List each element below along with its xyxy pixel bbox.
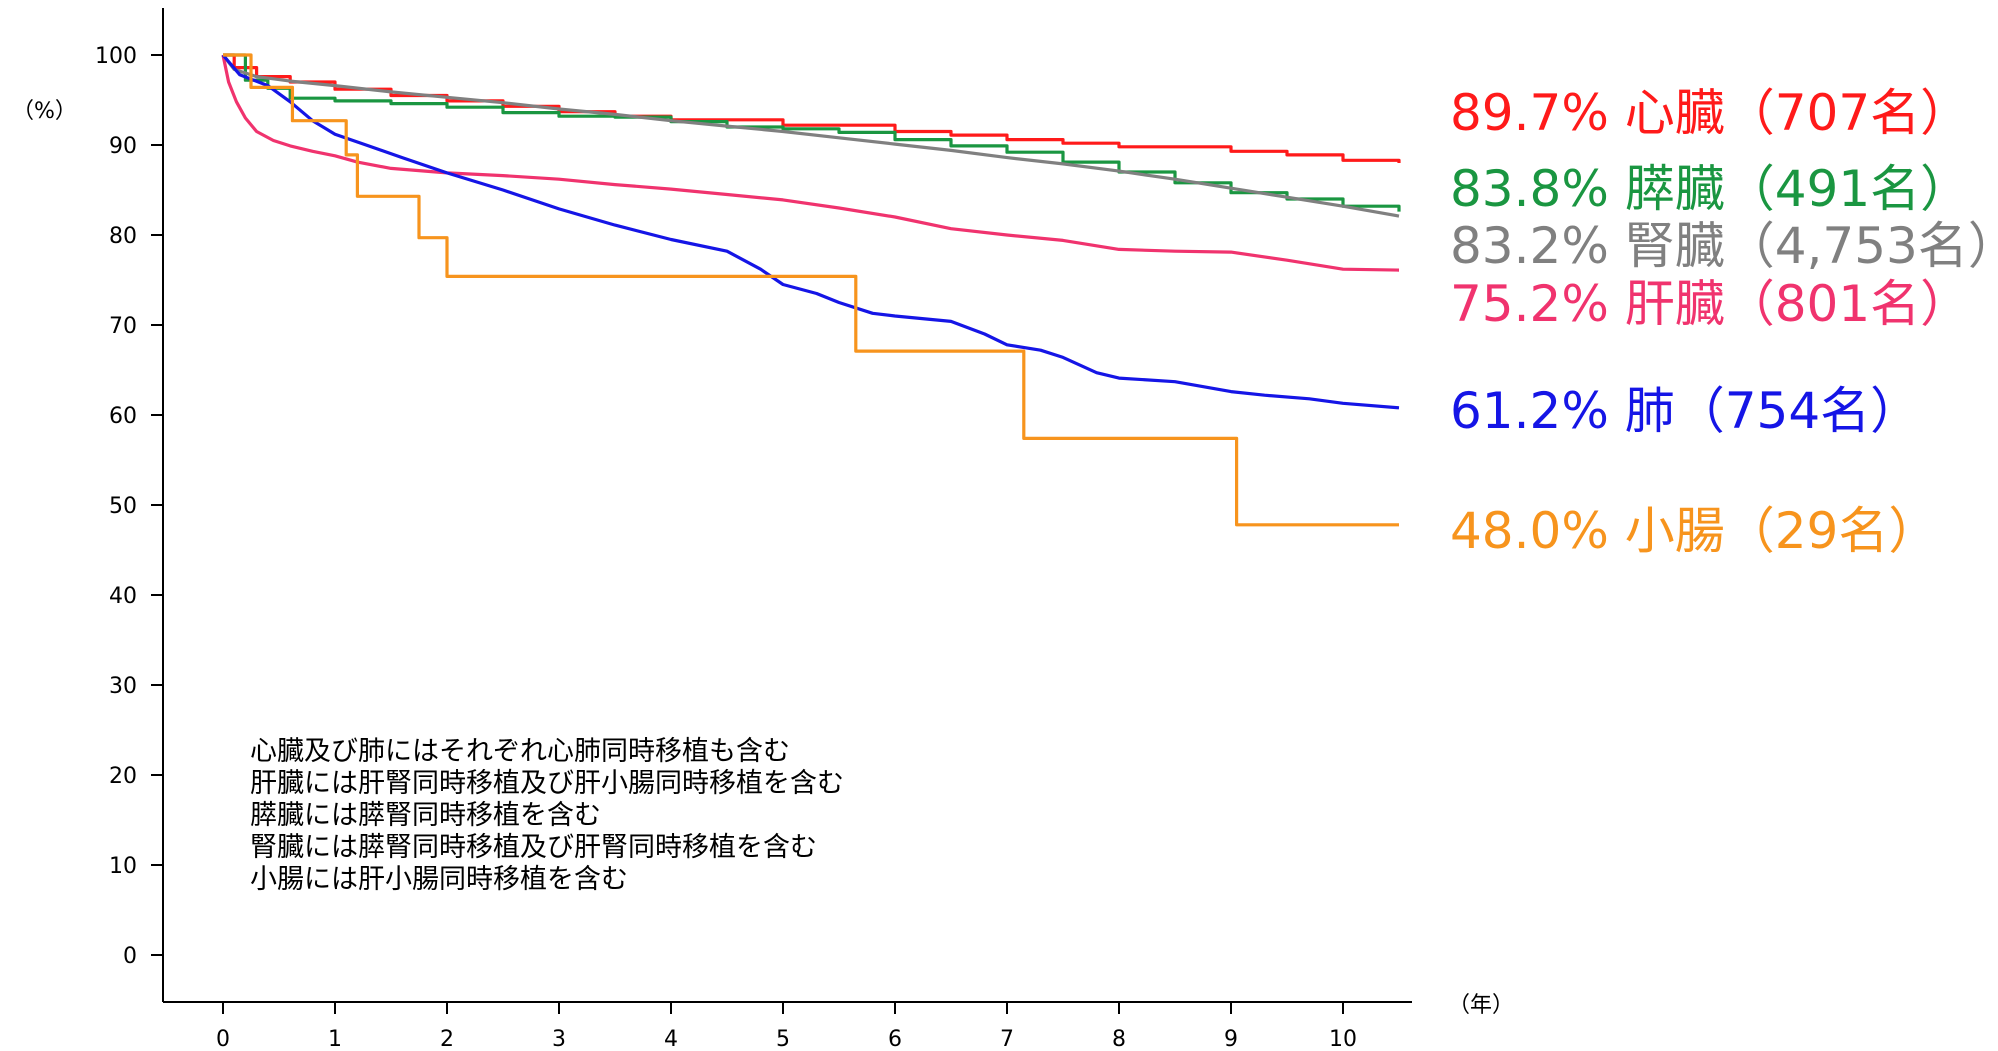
note-line: 小腸には肝小腸同時移植を含む [250,864,628,895]
series-line-5 [223,53,1399,527]
note-line: 心臓及び肺にはそれぞれ心肺同時移植も含む [250,736,790,767]
end-label-5: 48.0% 小腸（29名） [1450,502,1938,560]
series-line-0 [223,53,1401,163]
y-tick-label: 60 [109,404,137,429]
series-line-3 [221,54,1400,272]
x-tick-label: 9 [1224,1027,1238,1047]
y-tick-label: 20 [109,764,137,789]
end-label-1: 83.8% 膵臓（491名） [1450,160,1970,218]
y-tick-label: 10 [109,854,137,879]
x-tick-label: 5 [776,1027,790,1047]
y-tick-label: 70 [109,314,137,339]
x-tick-label: 3 [552,1027,566,1047]
y-unit-label: （%） [12,99,77,124]
y-tick-label: 40 [109,584,137,609]
y-tick-label: 100 [95,44,137,69]
y-tick-label: 50 [109,494,137,519]
note-line: 腎臓には膵腎同時移植及び肝腎同時移植を含む [250,832,817,863]
end-label-0: 89.7% 心臓（707名） [1450,84,1970,142]
end-label-2: 83.2% 腎臓（4,753名） [1450,217,1998,275]
y-tick-label: 90 [109,134,137,159]
x-tick-label: 8 [1112,1027,1126,1047]
y-tick-label: 30 [109,674,137,699]
end-label-4: 61.2% 肺（754名） [1450,382,1920,440]
end-label-3: 75.2% 肝臓（801名） [1450,275,1970,333]
x-tick-label: 10 [1329,1027,1357,1047]
x-tick-label: 2 [440,1027,454,1047]
series-line-4 [221,53,1400,410]
series-line-2 [221,54,1400,218]
axes: 0 10 20 30 40 50 60 70 80 90 100 0 1 2 3 4 5 6 7 8 9 10 （%） （年） [12,8,1514,1051]
y-tick-label: 80 [109,224,137,249]
x-tick-label: 6 [888,1027,902,1047]
x-unit-label: （年） [1448,993,1514,1018]
y-tick-label: 0 [123,944,137,969]
series-group [221,53,1401,527]
end-labels: 89.7% 心臓（707名） 83.8% 膵臓（491名）83.2% 腎臓（4,7… [1450,84,1998,560]
x-tick-label: 0 [216,1027,230,1047]
x-tick-label: 4 [664,1027,678,1047]
x-tick-label: 1 [328,1027,342,1047]
note-line: 肝臓には肝腎同時移植及び肝小腸同時移植を含む [250,768,844,799]
x-tick-label: 7 [1000,1027,1014,1047]
note-line: 膵臓には膵腎同時移植を含む [250,800,601,831]
notes-block: 心臓及び肺にはそれぞれ心肺同時移植も含む肝臓には肝腎同時移植及び肝小腸同時移植を… [250,736,844,895]
